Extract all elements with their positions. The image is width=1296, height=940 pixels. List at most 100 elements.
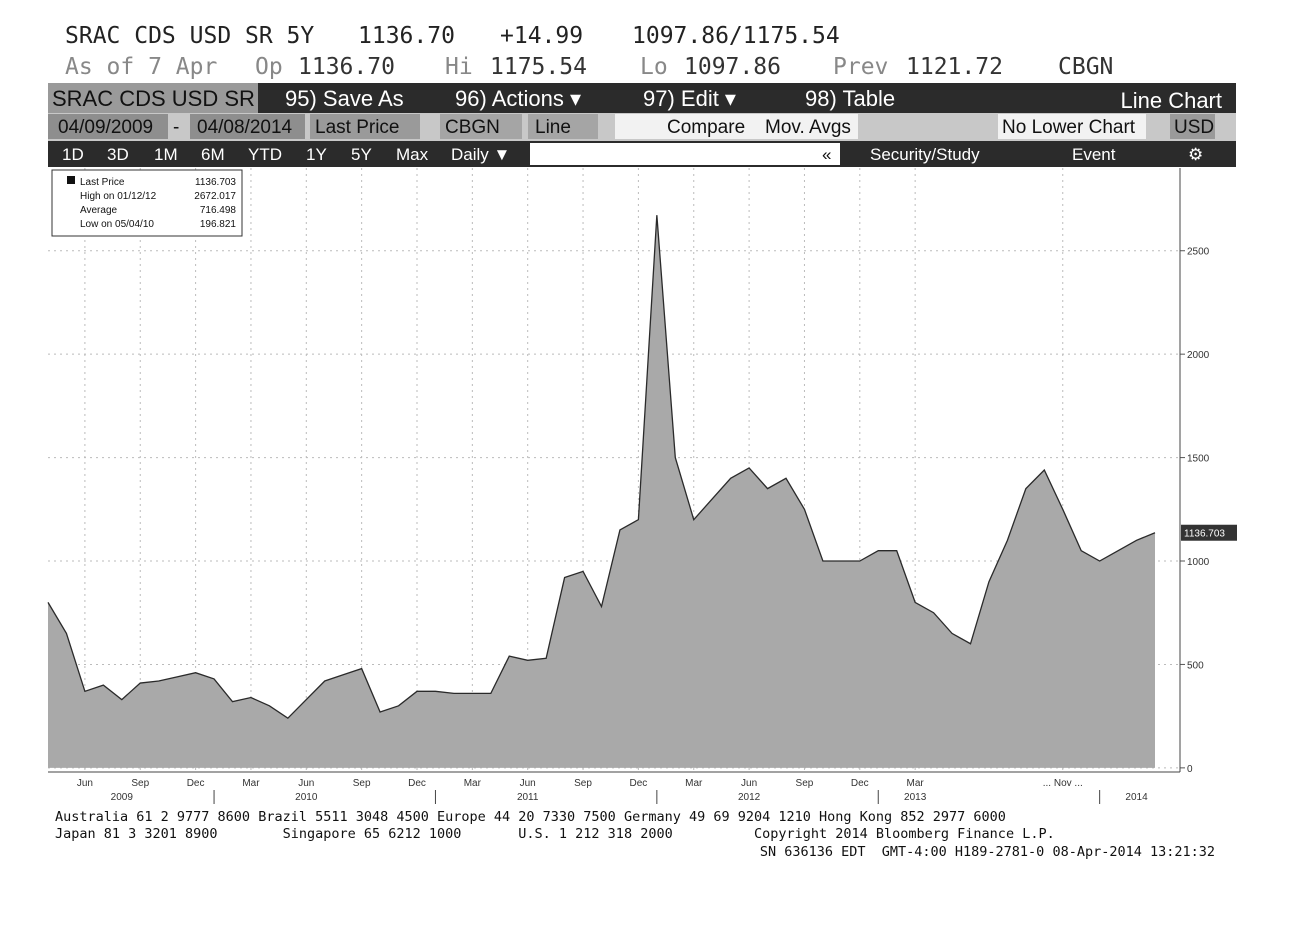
range-1y[interactable]: 1Y: [306, 145, 327, 164]
range-6m[interactable]: 6M: [201, 145, 225, 164]
field[interactable]: [615, 114, 858, 139]
x-tick-label: Jun: [520, 778, 536, 789]
style-select[interactable]: Line: [535, 117, 571, 138]
x-tick-label: Mar: [464, 778, 482, 789]
actions[interactable]: 96) Actions ▾: [455, 86, 581, 111]
x-year-label: 2011: [517, 792, 539, 803]
range-max[interactable]: Max: [396, 145, 429, 164]
footer-line: SN 636136 EDT GMT-4:00 H189-2781-0 08-Ap…: [760, 844, 1215, 860]
high-label: Hi: [445, 54, 473, 80]
low-label: Lo: [640, 54, 668, 80]
security-study[interactable]: Security/Study: [870, 145, 980, 164]
x-tick-label: ... Nov ...: [1043, 778, 1083, 789]
x-tick-label: Dec: [187, 778, 205, 789]
chart-type[interactable]: Line Chart: [1120, 88, 1222, 113]
x-tick-label: Mar: [242, 778, 260, 789]
x-year-label: 2014: [1125, 792, 1148, 803]
range-3d[interactable]: 3D: [107, 145, 129, 164]
table[interactable]: 98) Table: [805, 86, 895, 111]
end-date[interactable]: 04/08/2014: [197, 117, 293, 138]
range-5y[interactable]: 5Y: [351, 145, 372, 164]
field[interactable]: [48, 114, 168, 139]
security-box[interactable]: [48, 83, 258, 113]
last-price-label: 1136.703: [1184, 529, 1225, 540]
x-tick-label: Sep: [574, 778, 592, 789]
open-label: Op: [255, 54, 283, 80]
range-1m[interactable]: 1M: [154, 145, 178, 164]
x-tick-label: Jun: [298, 778, 314, 789]
legend-value: 716.498: [200, 205, 237, 216]
header: SRAC CDS USD SR 5Y 1136.70 +14.99 1097.8…: [65, 23, 1113, 80]
x-tick-label: Sep: [131, 778, 149, 789]
y-tick-label: 2000: [1187, 350, 1210, 361]
x-tick-label: Sep: [796, 778, 814, 789]
chart: 0 500 1000 1500 2000 2500 Jun Sep Dec Mar Jun Sep De…: [47, 168, 1237, 804]
x-year-label: 2010: [295, 792, 318, 803]
y-tick-label: 500: [1187, 660, 1204, 671]
field[interactable]: [310, 114, 420, 139]
x-tick-label: Sep: [353, 778, 371, 789]
high-value: 1175.54: [490, 54, 587, 80]
event[interactable]: Event: [1072, 145, 1116, 164]
x-tick-label: Jun: [741, 778, 757, 789]
range-1d[interactable]: 1D: [62, 145, 84, 164]
toolbar: SRAC CDS USD SR 95) Save As 96) Actions …: [48, 83, 1236, 167]
legend-label: Last Price: [80, 177, 125, 188]
as-of: As of 7 Apr: [65, 54, 217, 80]
low-value: 1097.86: [684, 54, 781, 80]
field[interactable]: [528, 114, 598, 139]
prev-label: Prev: [833, 54, 888, 80]
security[interactable]: SRAC CDS USD SR: [52, 86, 255, 111]
legend-value: 2672.017: [194, 191, 236, 202]
settings[interactable]: ⚙: [1188, 145, 1203, 164]
field[interactable]: [190, 114, 305, 139]
open-value: 1136.70: [298, 54, 395, 80]
y-tick-label: 0: [1187, 764, 1193, 775]
x-year-label: 2009: [111, 792, 134, 803]
x-year-label: 2012: [738, 792, 761, 803]
y-tick-label: 1000: [1187, 557, 1210, 568]
ticker: SRAC CDS USD SR 5Y: [65, 23, 314, 49]
x-tick-label: Dec: [630, 778, 648, 789]
field[interactable]: [440, 114, 522, 139]
y-tick-label: 1500: [1187, 454, 1210, 465]
legend-swatch: [67, 176, 75, 184]
field-select[interactable]: Last Price: [315, 117, 399, 138]
field[interactable]: [1170, 114, 1215, 139]
legend-label: Low on 05/04/10: [80, 219, 154, 230]
compare[interactable]: Compare: [667, 117, 745, 138]
line: [47, 215, 1156, 720]
legend-value: 196.821: [200, 219, 237, 230]
x-tick-label: Jun: [77, 778, 93, 789]
date-dash: -: [173, 117, 179, 138]
x-tick-label: Dec: [851, 778, 869, 789]
source-select[interactable]: CBGN: [445, 117, 500, 138]
frequency[interactable]: Daily ▼: [451, 145, 510, 164]
price: 1136.70: [358, 23, 455, 49]
field[interactable]: [998, 114, 1146, 139]
x-tick-label: Mar: [685, 778, 703, 789]
mov-avgs[interactable]: Mov. Avgs: [765, 117, 851, 138]
search-input[interactable]: [530, 143, 840, 165]
change: +14.99: [500, 23, 583, 49]
currency[interactable]: USD: [1174, 117, 1214, 138]
save-as[interactable]: 95) Save As: [285, 86, 404, 111]
footer-line: Australia 61 2 9777 8600 Brazil 5511 304…: [55, 809, 1006, 825]
source: CBGN: [1058, 54, 1113, 80]
prev-value: 1121.72: [906, 54, 1003, 80]
x-tick-label: Dec: [408, 778, 426, 789]
range-ytd[interactable]: YTD: [248, 145, 282, 164]
footer-line: Japan 81 3 3201 8900 Singapore 65 6212 1…: [55, 826, 1055, 842]
edit[interactable]: 97) Edit ▾: [643, 86, 736, 111]
x-tick-label: Mar: [907, 778, 925, 789]
lower-chart[interactable]: No Lower Chart: [1002, 117, 1136, 138]
area: [48, 215, 1155, 768]
range: 1097.86/1175.54: [632, 23, 840, 49]
start-date[interactable]: 04/09/2009: [58, 117, 153, 138]
legend-label: Average: [80, 205, 118, 216]
legend-value: 1136.703: [195, 177, 236, 188]
footer: Australia 61 2 9777 8600 Brazil 5511 304…: [55, 809, 1215, 860]
last-price-tag: [1181, 524, 1237, 541]
collapse[interactable]: «: [822, 145, 831, 164]
